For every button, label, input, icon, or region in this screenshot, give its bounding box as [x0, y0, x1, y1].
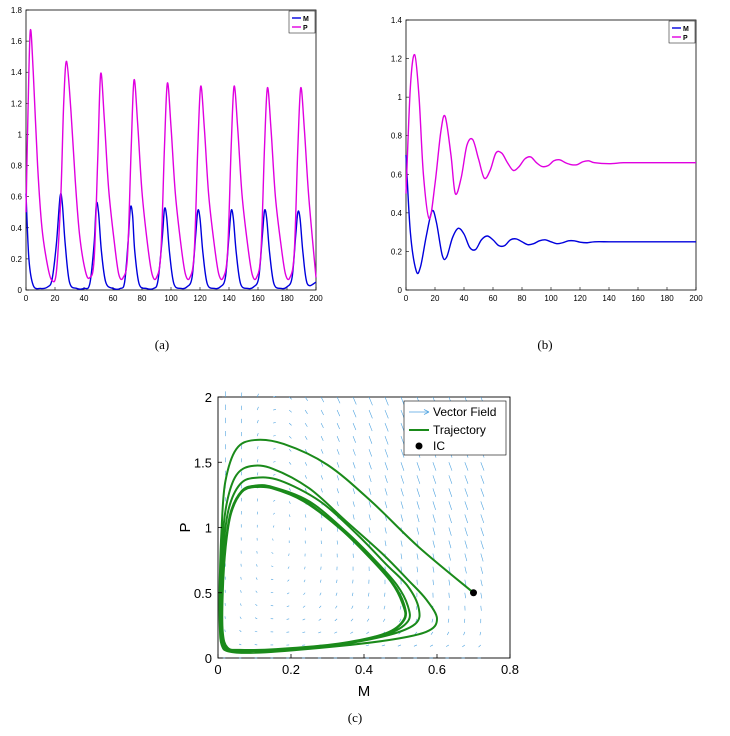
vector-arrow	[257, 394, 258, 397]
x-tick-label: 80	[518, 294, 527, 303]
x-tick-label: 200	[689, 294, 703, 303]
y-tick-label: 1.8	[11, 6, 23, 15]
legend-label-P: P	[303, 25, 308, 32]
x-tick-label: 160	[251, 294, 265, 303]
y-tick-label: 0	[18, 286, 23, 295]
x-tick-label: 140	[602, 294, 616, 303]
y-tick-label: 0.6	[11, 193, 23, 202]
y-tick-label: 1.4	[391, 16, 403, 25]
y-tick-label: 1	[18, 130, 23, 139]
x-tick-label: 0.2	[282, 662, 300, 677]
panel-c-phase-portrait: 0 0.2 0.4 0.6 0.8 0 0.5 1 1.5 2 M P Vector Field Traj…	[177, 390, 519, 700]
x-tick-label: 120	[573, 294, 587, 303]
x-tick-label: 120	[193, 294, 207, 303]
y-tick-label: 0.2	[391, 247, 403, 256]
legend-label-M: M	[683, 26, 689, 33]
legend-swatch-ic	[416, 443, 423, 450]
y-tick-label: 1	[398, 93, 403, 102]
caption-b: (b)	[537, 337, 552, 352]
y-tick-label: 0	[205, 651, 212, 666]
x-tick-label: 0.4	[355, 662, 373, 677]
caption-c: (c)	[348, 710, 362, 725]
x-tick-label: 180	[280, 294, 294, 303]
legend-box	[289, 11, 315, 33]
legend-label-trajectory: Trajectory	[433, 423, 486, 437]
initial-condition-point	[470, 589, 477, 596]
y-tick-label: 1.5	[194, 455, 212, 470]
x-tick-label: 40	[460, 294, 469, 303]
y-tick-label: 1.4	[11, 68, 23, 77]
caption-a: (a)	[155, 337, 169, 352]
y-tick-label: 0	[398, 286, 403, 295]
panel-a-chart: 0 20 40 60 80 100 120 140 160 180 200 0 0.2 0.4 0.6 0.8…	[11, 6, 323, 303]
x-tick-label: 180	[660, 294, 674, 303]
x-tick-label: 40	[80, 294, 89, 303]
y-tick-label: 1	[205, 521, 212, 536]
x-tick-label: 20	[431, 294, 440, 303]
x-tick-label: 60	[489, 294, 498, 303]
y-tick-label: 0.5	[194, 586, 212, 601]
x-tick-label: 0	[24, 294, 29, 303]
x-tick-label: 60	[109, 294, 118, 303]
x-tick-label: 200	[309, 294, 323, 303]
x-tick-label: 0	[404, 294, 409, 303]
x-tick-label: 0	[214, 662, 221, 677]
legend-label-M: M	[303, 16, 309, 23]
vector-arrow	[241, 392, 242, 397]
y-tick-label: 0.8	[391, 132, 403, 141]
y-tick-label: 1.6	[11, 37, 23, 46]
x-tick-label: 0.8	[501, 662, 519, 677]
x-tick-label: 100	[544, 294, 558, 303]
x-axis-label: M	[358, 683, 371, 700]
legend-label-vector-field: Vector Field	[433, 405, 496, 419]
y-tick-label: 0.2	[11, 255, 23, 264]
x-tick-label: 160	[631, 294, 645, 303]
legend-label-ic: IC	[433, 439, 445, 453]
y-tick-label: 2	[205, 390, 212, 405]
y-tick-label: 1.2	[11, 99, 23, 108]
x-tick-label: 80	[138, 294, 147, 303]
legend-label-P: P	[683, 35, 688, 42]
y-tick-label: 0.6	[391, 170, 403, 179]
y-tick-label: 1.2	[391, 55, 403, 64]
y-tick-label: 0.4	[391, 209, 403, 218]
y-tick-label: 0.8	[11, 162, 23, 171]
y-axis-label: P	[177, 522, 194, 532]
x-tick-label: 0.6	[428, 662, 446, 677]
x-tick-label: 20	[51, 294, 60, 303]
panel-b-chart: 0 20 40 60 80 100 120 140 160 180 200 0 0.2 0.4 0.6 0.8…	[391, 16, 703, 303]
x-tick-label: 100	[164, 294, 178, 303]
x-tick-label: 140	[222, 294, 236, 303]
legend-box	[669, 21, 695, 43]
y-tick-label: 0.4	[11, 224, 23, 233]
